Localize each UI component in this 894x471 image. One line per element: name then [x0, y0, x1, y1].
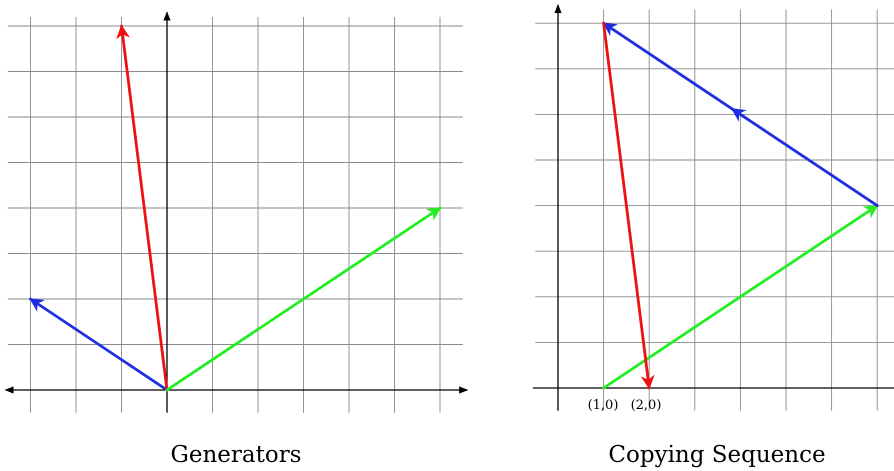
green-vector — [165, 206, 442, 392]
copying-sequence-caption: Copying Sequence — [608, 442, 825, 468]
generators-vectors — [29, 24, 442, 392]
generators-grid — [7, 16, 463, 413]
copying-sequence-grid — [535, 9, 894, 411]
point-label-2-0: (2,0) — [631, 398, 662, 413]
generators-panel: Generators — [4, 11, 469, 468]
copying-sequence-panel: (1,0) (2,0) Copying Sequence — [532, 4, 894, 468]
green-vector — [602, 204, 879, 390]
blue-mid-arrow — [731, 107, 750, 122]
copying-sequence-vectors — [602, 21, 879, 390]
generators-axes — [4, 11, 469, 413]
generators-caption: Generators — [170, 442, 301, 468]
copying-sequence-axes — [532, 4, 894, 411]
red-vector — [602, 21, 655, 390]
point-label-1-0: (1,0) — [588, 398, 619, 413]
red-vector — [116, 24, 169, 392]
blue-vector — [29, 297, 169, 392]
